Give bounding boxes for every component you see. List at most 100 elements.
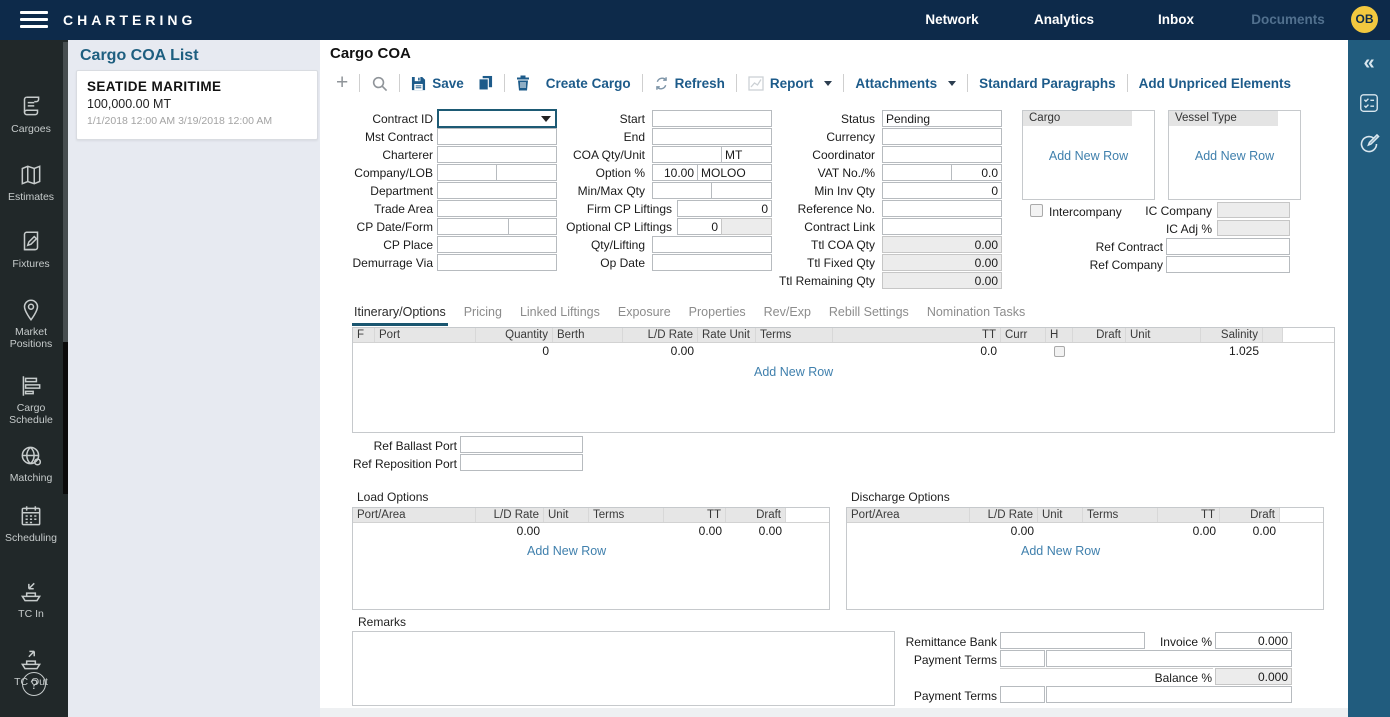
ref-company-label: Ref Company (1050, 257, 1163, 274)
vat-pct-input[interactable] (951, 164, 1002, 181)
ref-ballast-port-input[interactable] (460, 436, 583, 453)
copy-button[interactable] (478, 75, 493, 91)
coa-list-item[interactable]: SEATIDE MARITIME 100,000.00 MT 1/1/2018 … (76, 70, 318, 140)
tab-itinerary-options[interactable]: Itinerary/Options (352, 303, 448, 326)
nav-analytics[interactable]: Analytics (1008, 0, 1120, 40)
vessel-type-add-new-row-link[interactable]: Add New Row (1169, 149, 1300, 163)
horizontal-scrollbar[interactable] (320, 708, 1348, 717)
firm-cp-liftings-label: Firm CP Liftings (500, 201, 672, 218)
h-checkbox[interactable] (1054, 346, 1065, 357)
tab-exposure[interactable]: Exposure (616, 303, 673, 326)
min-max-qty-label: Min/Max Qty (500, 183, 645, 200)
cell-tt[interactable]: 0.00 (1158, 523, 1220, 540)
load-options-add-new-row-link[interactable]: Add New Row (527, 544, 606, 558)
cell-ld-rate[interactable]: 0.00 (623, 343, 698, 360)
intercompany-checkbox[interactable] (1030, 204, 1043, 217)
cell-tt[interactable]: 0.0 (833, 343, 1001, 360)
vat-no-input[interactable] (882, 164, 952, 181)
tab-linked-liftings[interactable]: Linked Liftings (518, 303, 602, 326)
min-qty-input[interactable] (652, 182, 712, 199)
attachments-menu-button[interactable]: Attachments (855, 76, 956, 91)
op-date-input[interactable] (652, 254, 772, 271)
new-button[interactable]: + (336, 73, 348, 93)
discharge-options-row[interactable]: 0.00 0.00 0.00 (847, 523, 1323, 540)
cell-salinity[interactable]: 1.025 (1201, 343, 1263, 360)
end-input[interactable] (652, 128, 772, 145)
ref-reposition-port-input[interactable] (460, 454, 583, 471)
remittance-bank-input[interactable] (1000, 632, 1145, 649)
coa-qty-input[interactable] (652, 146, 722, 163)
firm-cp-liftings-input[interactable] (677, 200, 772, 217)
refresh-button[interactable]: Refresh (654, 76, 725, 91)
charterer-label: Charterer (330, 147, 433, 164)
sidebar-item-market-positions[interactable]: Market Positions (0, 297, 62, 350)
sidebar-item-cargoes[interactable]: Cargoes (0, 94, 62, 135)
sidebar-item-fixtures[interactable]: Fixtures (0, 229, 62, 270)
tab-pricing[interactable]: Pricing (462, 303, 504, 326)
status-label: Status (760, 111, 875, 128)
cell-quantity[interactable]: 0 (476, 343, 553, 360)
start-input[interactable] (652, 110, 772, 127)
cell-ld-rate[interactable]: 0.00 (970, 523, 1038, 540)
discharge-options-add-new-row-link[interactable]: Add New Row (1021, 544, 1100, 558)
menu-icon[interactable] (20, 11, 48, 29)
sidebar-item-scheduling[interactable]: Scheduling (0, 503, 62, 544)
itinerary-row[interactable]: 0 0.00 0.0 1.025 (353, 343, 1334, 360)
collapse-panel-icon[interactable]: « (1348, 52, 1390, 75)
sidebar-item-matching[interactable]: Matching (0, 443, 62, 484)
create-cargo-button[interactable]: Create Cargo (546, 76, 631, 91)
tab-nomination-tasks[interactable]: Nomination Tasks (925, 303, 1027, 326)
load-options-row[interactable]: 0.00 0.00 0.00 (353, 523, 829, 540)
tab-rev-exp[interactable]: Rev/Exp (762, 303, 813, 326)
ref-reposition-port-label: Ref Reposition Port (340, 456, 457, 473)
optional-cp-liftings-input[interactable] (677, 218, 722, 235)
ref-contract-input[interactable] (1166, 238, 1290, 255)
report-menu-button[interactable]: Report (748, 76, 833, 91)
payment-terms-desc-input[interactable] (1046, 650, 1292, 667)
invoice-pct-input[interactable] (1215, 632, 1292, 649)
nav-inbox[interactable]: Inbox (1120, 0, 1232, 40)
cell-terms (1083, 523, 1158, 540)
cp-date-input[interactable] (437, 218, 509, 235)
contract-link-input[interactable] (882, 218, 1002, 235)
cell-draft[interactable]: 0.00 (726, 523, 786, 540)
reference-no-input[interactable] (882, 200, 1002, 217)
search-button[interactable] (371, 75, 388, 92)
sidebar-item-cargo-schedule[interactable]: Cargo Schedule (0, 373, 62, 426)
add-unpriced-elements-button[interactable]: Add Unpriced Elements (1139, 76, 1291, 91)
sidebar-item-tc-in[interactable]: TC In (0, 579, 62, 620)
delete-button[interactable] (516, 75, 530, 91)
payment-terms-code-input[interactable] (1000, 650, 1045, 667)
status-input[interactable] (882, 110, 1002, 127)
itinerary-add-new-row-link[interactable]: Add New Row (754, 365, 833, 379)
payment-terms2-desc-input[interactable] (1046, 686, 1292, 703)
cell-tt[interactable]: 0.00 (664, 523, 726, 540)
help-button[interactable]: ? (22, 672, 46, 696)
cell-terms (756, 343, 833, 360)
min-inv-qty-input[interactable] (882, 182, 1002, 199)
save-button[interactable]: Save (411, 76, 464, 91)
tab-properties[interactable]: Properties (687, 303, 748, 326)
coordinator-input[interactable] (882, 146, 1002, 163)
sidebar-label: Cargoes (0, 123, 62, 135)
user-avatar[interactable]: OB (1351, 6, 1378, 33)
ref-company-input[interactable] (1166, 256, 1290, 273)
nav-network[interactable]: Network (896, 0, 1008, 40)
trade-area-label: Trade Area (330, 201, 433, 218)
save-icon (411, 76, 426, 91)
compose-update-icon[interactable] (1348, 132, 1390, 161)
checklist-icon[interactable] (1348, 92, 1390, 119)
remarks-textarea[interactable] (352, 631, 895, 706)
option-pct-input[interactable] (652, 164, 698, 181)
currency-input[interactable] (882, 128, 1002, 145)
cell-ld-rate[interactable]: 0.00 (476, 523, 544, 540)
sidebar-item-estimates[interactable]: Estimates (0, 162, 62, 203)
cell-rate-unit (698, 343, 756, 360)
payment-terms2-code-input[interactable] (1000, 686, 1045, 703)
tab-rebill-settings[interactable]: Rebill Settings (827, 303, 911, 326)
company-input[interactable] (437, 164, 497, 181)
qty-lifting-input[interactable] (652, 236, 772, 253)
standard-paragraphs-button[interactable]: Standard Paragraphs (979, 76, 1116, 91)
cargo-add-new-row-link[interactable]: Add New Row (1023, 149, 1154, 163)
cell-draft[interactable]: 0.00 (1220, 523, 1280, 540)
